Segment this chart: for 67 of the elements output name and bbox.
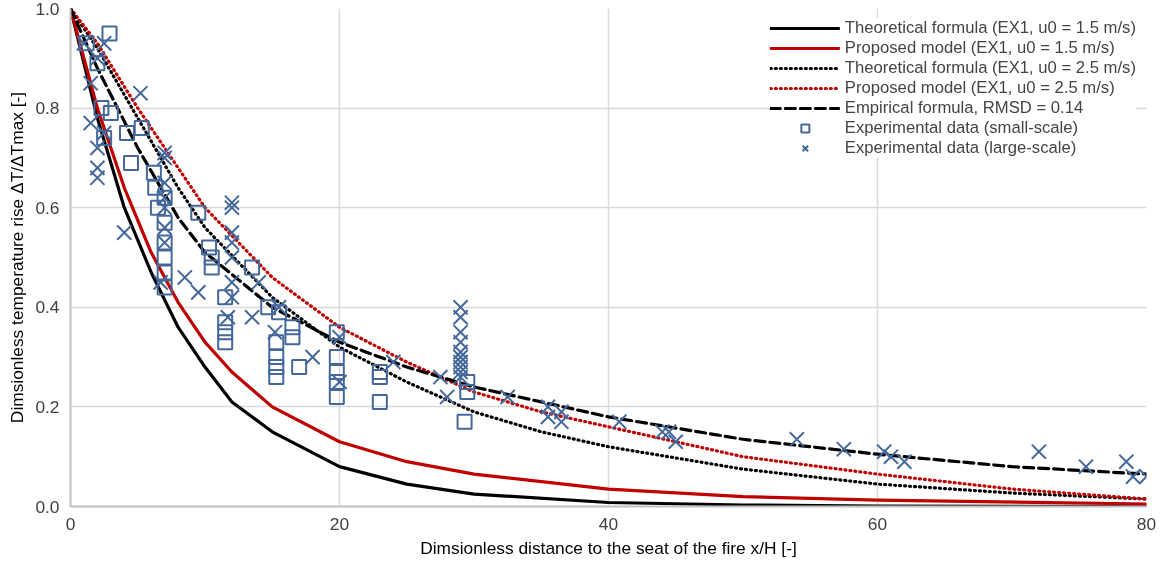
point	[244, 259, 261, 276]
x-tick-label: 0	[65, 513, 76, 534]
legend-label: Theoretical formula (EX1, u0 = 2.5 m/s)	[844, 58, 1136, 78]
point	[456, 413, 473, 430]
point	[328, 374, 345, 390]
point	[156, 214, 173, 231]
point	[459, 374, 476, 390]
legend-label: Experimental data (large-scale)	[844, 138, 1077, 158]
point	[217, 324, 234, 341]
point	[78, 35, 95, 52]
point	[93, 100, 110, 117]
point	[102, 105, 119, 122]
point	[268, 334, 285, 351]
point	[268, 359, 285, 376]
point	[328, 364, 345, 381]
point	[133, 120, 150, 137]
point	[284, 329, 301, 346]
point	[190, 204, 207, 221]
point	[270, 304, 287, 321]
y-tick-label: 0.4	[35, 297, 60, 318]
point	[371, 369, 388, 386]
point	[149, 199, 166, 216]
point	[118, 125, 135, 141]
y-tick-label: 0.8	[35, 98, 60, 119]
point	[156, 249, 173, 266]
y-axis-title: Dimsionless temperature rise ΔT/ΔTmax [-]	[7, 91, 28, 424]
point	[459, 383, 476, 400]
point	[217, 334, 234, 351]
point	[371, 364, 388, 381]
point	[328, 349, 345, 366]
point	[203, 249, 220, 266]
point	[371, 393, 388, 410]
legend-label: Theoretical formula (EX1, u0 = 1.5 m/s)	[844, 18, 1136, 38]
x-tick-label: 60	[867, 513, 888, 534]
point	[156, 189, 173, 206]
x-tick-label: 80	[1136, 513, 1157, 534]
point	[96, 129, 113, 146]
point	[156, 234, 173, 251]
x-tick-label: 20	[329, 513, 350, 534]
point	[291, 359, 308, 376]
point	[203, 259, 220, 276]
point	[89, 55, 106, 72]
legend-label: Proposed model (EX1, u0 = 1.5 m/s)	[844, 38, 1115, 58]
y-tick-label: 0.2	[35, 396, 60, 417]
y-tick-label: 0.6	[35, 197, 60, 218]
legend-label: Experimental data (small-scale)	[844, 118, 1079, 138]
point	[201, 239, 218, 256]
legend-label: Proposed model (EX1, u0 = 2.5 m/s)	[844, 78, 1115, 98]
point	[217, 289, 234, 306]
point	[156, 264, 173, 281]
x-axis-title: Dimsionless distance to the seat of the fire x/H [-]	[420, 537, 797, 558]
point	[217, 314, 234, 331]
y-tick-label: 1.0	[35, 0, 60, 19]
point	[123, 154, 140, 171]
point	[328, 324, 345, 341]
point	[147, 179, 164, 196]
point	[101, 25, 118, 42]
point	[156, 279, 173, 296]
x-tick-label: 40	[598, 513, 619, 534]
point	[284, 319, 301, 336]
point	[328, 388, 345, 405]
point	[145, 164, 162, 181]
point	[260, 299, 277, 316]
point	[268, 369, 285, 386]
legend-label: Empirical formula, RMSD = 0.14	[844, 98, 1084, 118]
y-tick-label: 0.0	[35, 496, 60, 517]
point	[268, 349, 285, 366]
